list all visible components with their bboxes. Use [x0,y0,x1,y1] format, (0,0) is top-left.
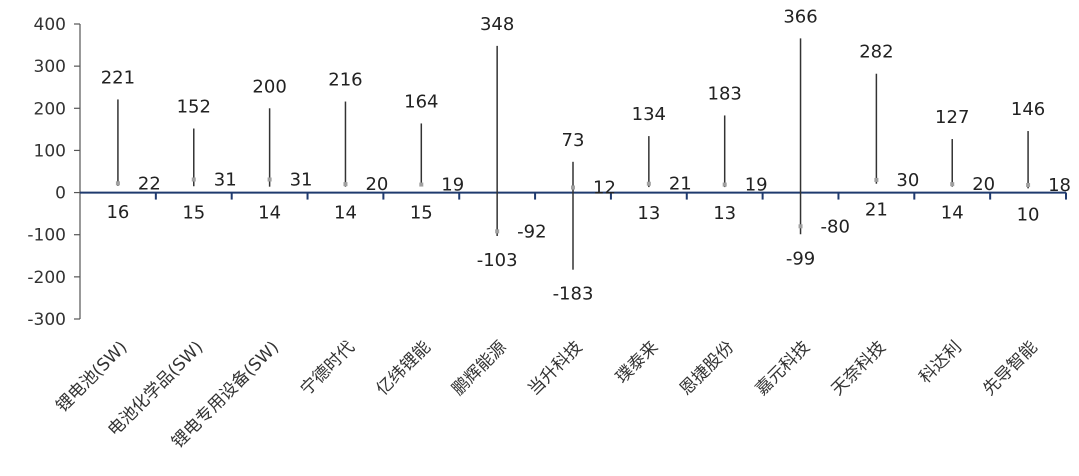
y-tick-label: -200 [27,268,66,288]
current-label: 19 [441,175,464,196]
high-label: 73 [562,130,585,151]
y-tick-label: -300 [27,310,66,330]
high-label: 200 [252,76,286,97]
category-label: 先导智能 [979,337,1041,399]
current-marker [343,182,348,187]
low-label: -183 [553,284,594,305]
low-label: 10 [1017,204,1040,225]
y-tick-label: 100 [34,141,66,161]
low-label: 15 [410,202,433,223]
current-marker [191,177,196,182]
high-label: 134 [632,104,666,125]
category-label: 亿纬锂能 [373,337,435,399]
category-label: 璞泰来 [612,337,662,387]
y-tick-label: 400 [34,15,66,35]
low-label: -99 [786,248,815,269]
data-labels: 221 16 22 152 15 31 200 14 31 216 14 20 164 15 19 348 -1… [101,6,1071,304]
category-label: 科达利 [916,337,966,387]
current-label: 22 [138,173,161,194]
y-tick-labels: 400 300 200 100 0 -100 -200 -300 [27,15,80,330]
high-label: 152 [177,97,211,118]
current-label: 21 [669,174,692,195]
high-label: 183 [708,83,742,104]
high-label: 221 [101,67,135,88]
category-labels: 锂电池(SW)电池化学品(SW)锂电专用设备(SW) 宁德时代 亿纬锂能 鹏辉能源 当升… [52,337,1041,452]
y-tick-label: 200 [34,99,66,119]
category-label: 当升科技 [524,337,586,399]
current-marker [571,185,575,190]
high-label: 348 [480,14,514,35]
low-label: 13 [713,203,736,224]
current-marker [950,182,955,187]
high-label: 282 [859,42,893,63]
current-label: 19 [745,175,768,196]
current-marker [874,177,879,182]
current-label: 31 [290,170,313,191]
current-label: 18 [1048,175,1071,196]
current-marker [722,182,727,187]
category-label: 恩捷股份 [676,337,738,399]
current-label: 20 [972,174,995,195]
current-label: 12 [593,178,616,199]
current-marker [115,181,120,186]
high-label: 366 [783,6,817,27]
current-marker [646,181,651,186]
category-label: 嘉元科技 [752,337,814,399]
high-label: 216 [328,70,362,91]
current-marker [798,224,803,229]
current-label: 30 [896,170,919,191]
current-marker [267,177,272,182]
y-tick-label: 0 [55,184,66,204]
high-label: 127 [935,107,969,128]
category-label: 鹏辉能源 [448,337,510,399]
high-label: 164 [404,91,438,112]
current-marker [495,229,500,234]
y-tick-label: 300 [34,57,66,77]
current-label: 31 [214,170,237,191]
category-label: 宁德时代 [297,337,359,399]
chart-marks [115,38,1031,270]
low-label: 15 [182,202,205,223]
current-marker [1026,182,1031,187]
low-label: 14 [258,203,281,224]
high-label: 146 [1011,99,1045,120]
category-label: 天奈科技 [828,337,890,399]
current-marker [419,182,424,187]
low-label: 13 [637,203,660,224]
current-label: -80 [821,216,850,237]
current-label: 20 [365,174,388,195]
low-label: 14 [941,203,964,224]
category-label: 锂电池(SW) [52,337,131,416]
current-label: -92 [517,221,546,242]
low-label: 14 [334,203,357,224]
y-tick-label: -100 [27,226,66,246]
low-label: -103 [477,250,518,271]
low-label: 16 [106,202,129,223]
low-label: 21 [865,200,888,221]
